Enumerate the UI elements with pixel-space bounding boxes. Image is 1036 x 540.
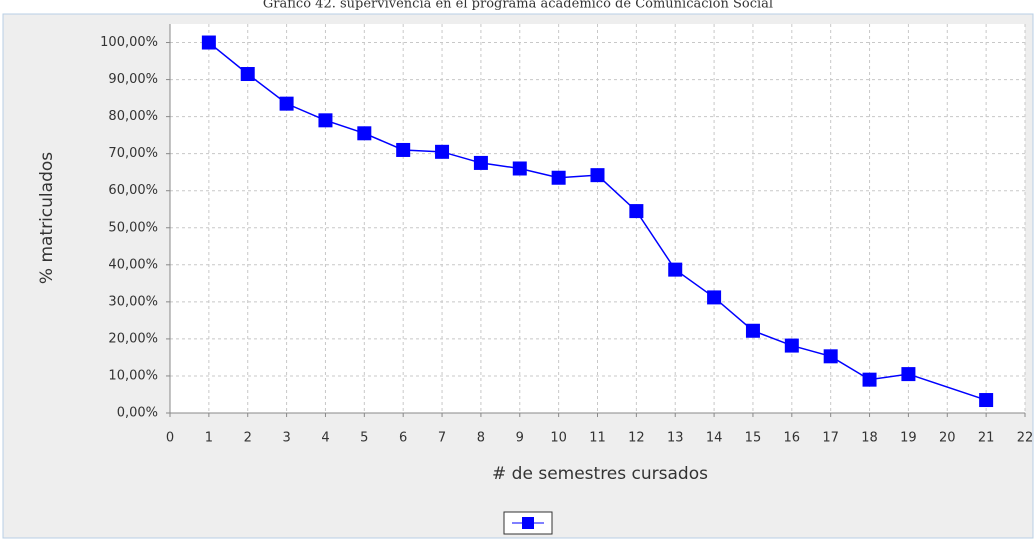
legend-marker (522, 517, 534, 529)
point-marker (357, 126, 372, 141)
x-tick-label: 1 (205, 431, 213, 446)
point-marker (901, 367, 916, 382)
point-marker (473, 155, 488, 170)
x-tick-label: 15 (745, 431, 762, 446)
y-tick-label: 10,00% (108, 368, 158, 383)
y-tick-label: 80,00% (108, 109, 158, 124)
x-tick-label: 20 (939, 431, 956, 446)
point-marker (279, 96, 294, 111)
point-marker (201, 35, 216, 50)
y-tick-label: 100,00% (100, 35, 158, 50)
y-tick-label: 30,00% (108, 294, 158, 309)
point-marker (629, 204, 644, 219)
x-tick-label: 22 (1017, 431, 1034, 446)
x-tick-label: 16 (784, 431, 801, 446)
y-tick-label: 90,00% (108, 72, 158, 87)
x-tick-label: 3 (282, 431, 290, 446)
point-marker (823, 349, 838, 364)
y-tick-label: 0,00% (117, 406, 158, 421)
x-tick-label: 8 (477, 431, 485, 446)
x-tick-label: 13 (667, 431, 684, 446)
x-tick-label: 4 (321, 431, 329, 446)
x-tick-label: 2 (244, 431, 252, 446)
point-marker (435, 144, 450, 159)
y-axis-label: % matriculados (37, 152, 57, 284)
y-tick-label: 20,00% (108, 331, 158, 346)
x-tick-label: 6 (399, 431, 407, 446)
y-tick-label: 60,00% (108, 183, 158, 198)
y-tick-label: 70,00% (108, 146, 158, 161)
x-tick-label: 18 (861, 431, 878, 446)
x-tick-label: 11 (589, 431, 606, 446)
x-tick-label: 9 (516, 431, 524, 446)
y-tick-label: 50,00% (108, 220, 158, 235)
point-marker (784, 338, 799, 353)
x-tick-label: 19 (900, 431, 917, 446)
point-marker (318, 113, 333, 128)
point-marker (862, 372, 877, 387)
point-marker (590, 168, 605, 183)
chart-title: Gráfico 42. supervivencia en el programa… (263, 0, 773, 12)
x-tick-label: 0 (166, 431, 174, 446)
x-tick-label: 12 (628, 431, 645, 446)
x-tick-label: 10 (550, 431, 567, 446)
y-tick-label: 40,00% (108, 257, 158, 272)
point-marker (240, 67, 255, 82)
point-marker (745, 323, 760, 338)
x-tick-label: 14 (706, 431, 723, 446)
point-marker (668, 262, 683, 277)
point-marker (551, 170, 566, 185)
x-tick-label: 21 (978, 431, 995, 446)
point-marker (707, 290, 722, 305)
x-tick-label: 17 (822, 431, 839, 446)
x-tick-label: 7 (438, 431, 446, 446)
point-marker (396, 142, 411, 157)
point-marker (979, 393, 994, 408)
x-tick-label: 5 (360, 431, 368, 446)
point-marker (512, 161, 527, 176)
x-axis-label: # de semestres cursados (492, 464, 708, 484)
